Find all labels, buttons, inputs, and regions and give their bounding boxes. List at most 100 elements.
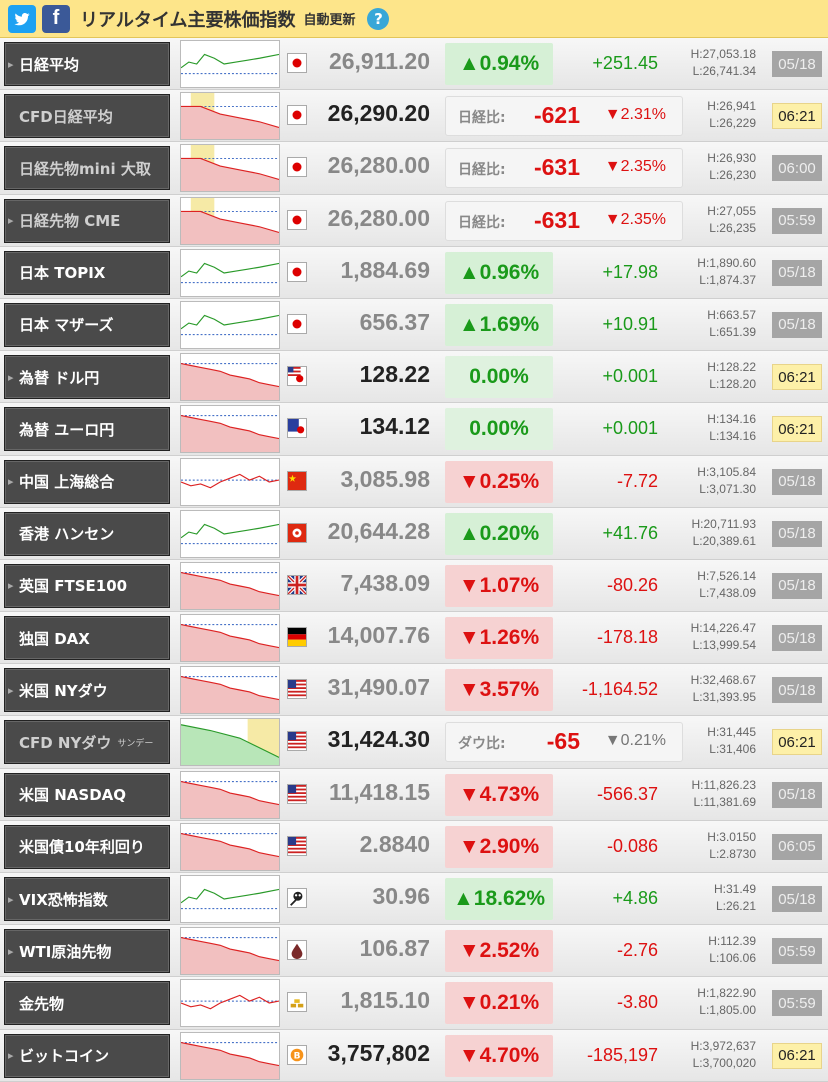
mini-chart[interactable] [180,822,280,871]
table-row[interactable]: 為替 ユーロ円 134.12 0.00% +0.001 H:134.16 L:134.16… [0,403,828,456]
table-row[interactable]: 日経先物 CME 26,280.00 日経比: -631 ▼2.35% H:27,… [0,194,828,247]
index-name-button[interactable]: CFD日経平均 [4,94,170,139]
index-name-button[interactable]: 日本 TOPIX [4,250,170,295]
mini-chart[interactable] [180,144,280,193]
index-name: 英国 FTSE100 [19,577,128,596]
price-value: 26,290.20 [327,100,430,127]
diff-label: 日経比: [458,110,506,127]
price-value: 1,815.10 [340,987,430,1014]
mini-chart[interactable] [180,405,280,454]
table-row[interactable]: 米国債10年利回り 2.8840 ▼2.90% -0.086 H:3.0150 L:2.8… [0,820,828,873]
table-row[interactable]: 中国 上海総合 3,085.98 ▼0.25% -7.72 H:3,105.84 L:3,… [0,455,828,508]
mini-chart[interactable] [180,196,280,245]
high-low: H:1,822.90 L:1,805.00 [697,985,756,1019]
mini-chart[interactable] [180,614,280,663]
table-row[interactable]: 米国 NASDAQ 11,418.15 ▼4.73% -566.37 H:11,826.… [0,768,828,821]
index-name: 独国 DAX [19,629,90,648]
mini-chart[interactable] [180,509,280,558]
low-value: L:26,229 [709,116,756,131]
index-name-button[interactable]: 日経平均 [4,42,170,86]
index-name-button[interactable]: 日経先物 CME [4,198,170,243]
mini-chart[interactable] [180,770,280,819]
index-name-button[interactable]: 中国 上海総合 [4,459,170,504]
index-name: 日経先物 CME [19,212,121,231]
index-name-button[interactable]: 米国債10年利回り [4,824,170,869]
table-row[interactable]: CFD日経平均 26,290.20 日経比: -621 ▼2.31% H:26,9… [0,90,828,143]
high-value: H:1,822.90 [697,986,756,1001]
index-name-button[interactable]: WTI原油先物 [4,929,170,974]
twitter-icon[interactable] [8,4,36,33]
index-name-button[interactable]: 米国 NASDAQ [4,772,170,817]
facebook-icon[interactable]: f [42,4,70,33]
index-name-button[interactable]: VIX恐怖指数 [4,877,170,921]
change-value: +17.98 [602,261,658,282]
mini-chart[interactable] [180,457,280,506]
change-value: -1,164.52 [581,679,658,700]
high-value: H:27,055 [707,203,756,218]
mini-chart[interactable] [180,1031,280,1080]
index-table: 日経平均 26,911.20 ▲0.94% +251.45 H:27,053.18 L:2… [0,38,828,1082]
mini-chart[interactable] [180,353,280,402]
price-value: 20,644.28 [327,517,430,544]
table-row[interactable]: 英国 FTSE100 7,438.09 ▼1.07% -80.26 H:7,526.14… [0,559,828,613]
update-time: 06:21 [772,103,822,130]
table-row[interactable]: 日本 マザーズ 656.37 ▲1.69% +10.91 H:663.57 L:651.3… [0,298,828,352]
high-value: H:1,890.60 [697,255,756,270]
price-value: 26,911.20 [328,48,430,74]
mini-chart[interactable] [180,248,280,297]
table-row[interactable]: 独国 DAX 14,007.76 ▼1.26% -178.18 H:14,226.47 L… [0,612,828,665]
price-value: 2.8840 [359,830,430,857]
mini-chart[interactable] [180,718,280,767]
de-flag-icon [287,627,307,648]
index-name-button[interactable]: ビットコイン [4,1033,170,1078]
mini-chart[interactable] [180,40,280,88]
low-value: L:1,805.00 [699,1003,756,1018]
index-name-button[interactable]: 為替 ユーロ円 [4,407,170,452]
index-name-button[interactable]: 米国 NYダウ [4,668,170,713]
update-time: 05/18 [772,572,822,599]
index-name: 日経平均 [19,55,80,74]
table-row[interactable]: 日経平均 26,911.20 ▲0.94% +251.45 H:27,053.18 L:2… [0,38,828,91]
price-value: 134.12 [359,413,430,440]
table-row[interactable]: 米国 NYダウ 31,490.07 ▼3.57% -1,164.52 H:32,468.… [0,664,828,717]
low-value: L:31,406 [709,742,756,757]
index-name-button[interactable]: 香港 ハンセン [4,511,170,556]
eujp-flag-icon [287,418,307,439]
mini-chart[interactable] [180,92,280,141]
mini-chart[interactable] [180,927,280,976]
mini-chart[interactable] [180,979,280,1028]
index-name-button[interactable]: 独国 DAX [4,616,170,661]
update-time: 06:21 [772,729,822,756]
index-name-button[interactable]: CFD NYダウ サンデー [4,720,170,765]
index-name-button[interactable]: 日本 マザーズ [4,302,170,347]
index-name-button[interactable]: 金先物 [4,981,170,1026]
diff-box: ダウ比: -65 ▼0.21% [445,722,683,763]
table-row[interactable]: CFD NYダウ サンデー 31,424.30 ダウ比: -65 ▼0.21% H:… [0,716,828,769]
page-title: リアルタイム主要株価指数 [80,9,296,31]
table-row[interactable]: 香港 ハンセン 20,644.28 ▲0.20% +41.76 H:20,711.93 L… [0,507,828,560]
high-low: H:20,711.93 L:20,389.61 [692,516,757,550]
table-row[interactable]: 日経先物mini 大取 26,280.00 日経比: -631 ▼2.35% H:… [0,142,828,195]
mini-chart[interactable] [180,300,280,349]
high-low: H:26,930 L:26,230 [707,150,756,184]
mini-chart[interactable] [180,666,280,715]
table-row[interactable]: 金先物 1,815.10 ▼0.21% -3.80 H:1,822.90 L:1,805.… [0,977,828,1030]
help-icon[interactable]: ? [367,7,390,30]
table-row[interactable]: 日本 TOPIX 1,884.69 ▲0.96% +17.98 H:1,890.60 L:… [0,246,828,299]
table-row[interactable]: 為替 ドル円 128.22 0.00% +0.001 H:128.22 L:128.20 0… [0,351,828,404]
price-value: 656.37 [359,308,430,335]
index-name-button[interactable]: 日経先物mini 大取 [4,146,170,191]
update-time: 05/18 [772,51,822,77]
mini-chart[interactable] [180,561,280,610]
index-name-button[interactable]: 為替 ドル円 [4,355,170,400]
index-name-button[interactable]: 英国 FTSE100 [4,563,170,608]
table-row[interactable]: WTI原油先物 106.87 ▼2.52% -2.76 H:112.39 L:106.06… [0,925,828,978]
diff-percent: ▼2.35% [604,158,666,176]
price-value: 3,085.98 [340,465,430,492]
mini-chart[interactable] [180,875,280,923]
table-row[interactable]: VIX恐怖指数 30.96 ▲18.62% +4.86 H:31.49 L:26.21 05… [0,873,828,926]
table-row[interactable]: ビットコイン B 3,757,802 ▼4.70% -185,197 H:3,972,63… [0,1029,828,1082]
diff-label: 日経比: [458,214,506,231]
change-percent: ▲18.62% [445,878,553,920]
diff-value: -621 [533,102,580,129]
